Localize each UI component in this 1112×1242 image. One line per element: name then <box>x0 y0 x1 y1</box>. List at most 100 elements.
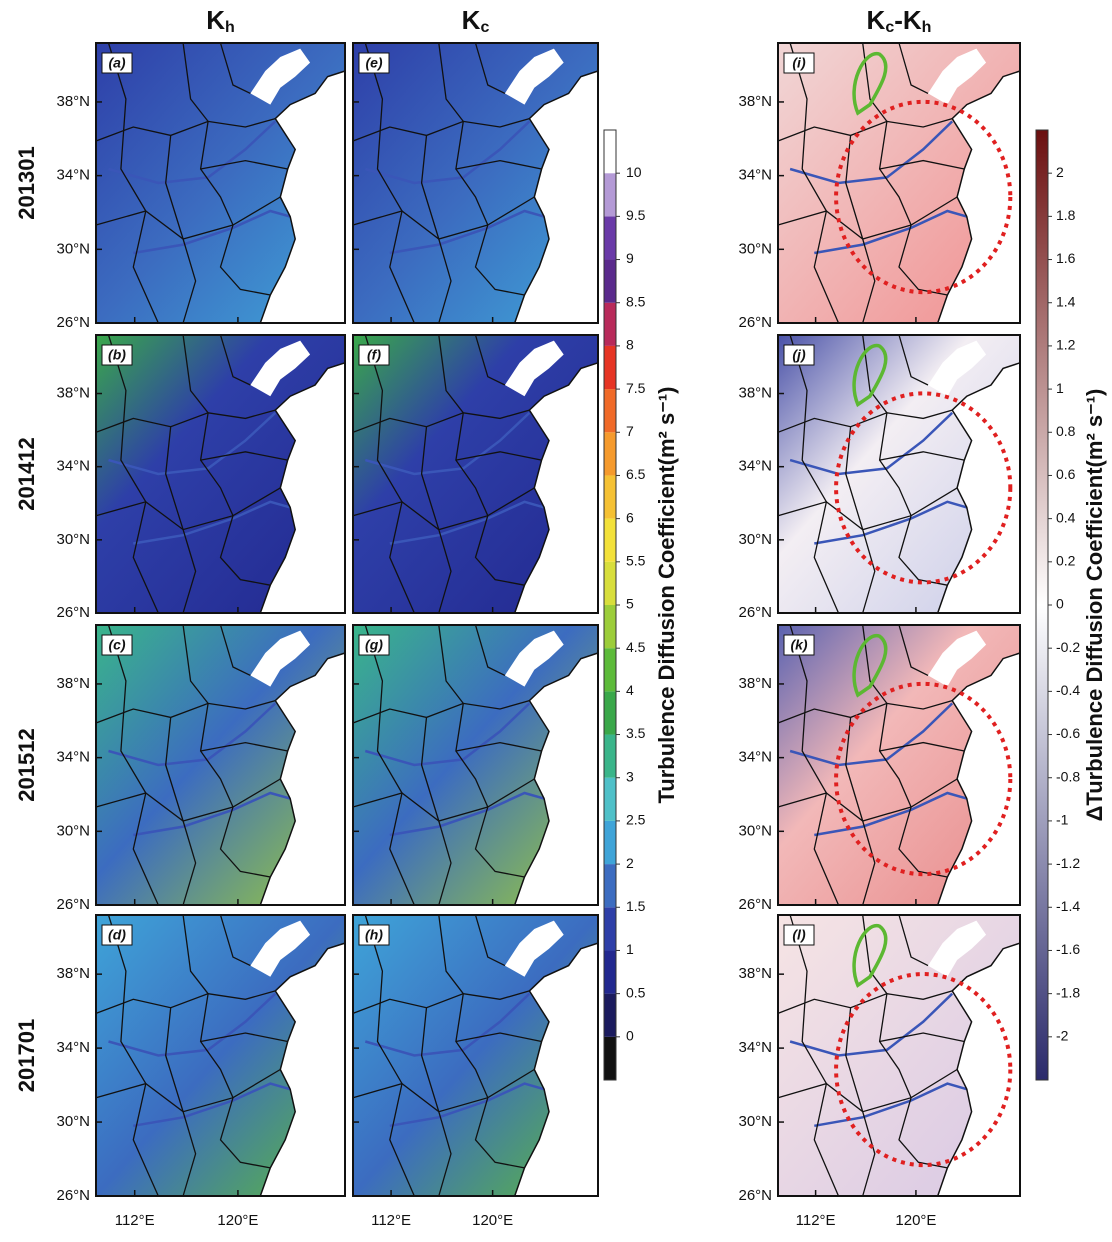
province-border <box>420 717 452 906</box>
province-border <box>777 409 953 433</box>
province-border <box>474 515 525 586</box>
lon-tick-label: 120°E <box>472 1212 513 1229</box>
lat-tick-label: 30°N <box>56 822 90 839</box>
province-border <box>898 515 948 586</box>
lat-tick-label: 26°N <box>738 896 772 913</box>
province-border <box>898 224 948 296</box>
region-circle <box>834 391 1013 585</box>
colorbar-tick-label: -1.8 <box>1056 984 1080 1000</box>
province-border <box>879 451 965 461</box>
lat-tick-label: 34°N <box>738 749 772 766</box>
panel-label: (a) <box>108 55 125 71</box>
lon-tick-label: 112°E <box>115 1212 155 1229</box>
lat-tick-label: 38°N <box>738 675 772 692</box>
province-border <box>219 515 271 586</box>
sea <box>937 943 1020 1196</box>
river <box>389 500 545 545</box>
colorbar-tick-label: 1.8 <box>1056 207 1076 223</box>
color-bin <box>604 648 616 692</box>
sea <box>504 920 564 977</box>
sea <box>260 362 345 613</box>
header-subscript: h <box>225 19 235 36</box>
column-header: Kh <box>206 5 235 36</box>
province-border <box>200 1032 288 1043</box>
colorbar-tick-label: 5 <box>626 596 634 612</box>
province-border <box>182 624 234 808</box>
colorbar-tick-label: 1.5 <box>626 898 646 914</box>
province-border <box>898 806 948 878</box>
panel-label: (j) <box>792 347 806 363</box>
panel-label-box <box>358 52 390 74</box>
lat-tick-label: 38°N <box>738 965 772 982</box>
sea <box>250 630 311 687</box>
sea <box>250 340 311 397</box>
river <box>133 209 291 255</box>
province-border <box>474 914 506 967</box>
colorbar-label: ΔTurbulence Diffusion Coefficient(m² s⁻¹… <box>1082 389 1107 822</box>
province-border <box>777 990 953 1015</box>
colorbar-tick-label: 0 <box>626 1028 634 1044</box>
lat-tick-label: 34°N <box>56 458 90 475</box>
province-border <box>898 334 929 386</box>
river <box>108 702 277 767</box>
color-bin <box>604 518 616 562</box>
lat-tick-label: 38°N <box>56 384 90 401</box>
province-border <box>455 451 542 461</box>
river <box>814 500 968 545</box>
lat-tick-label: 38°N <box>738 384 772 401</box>
panel-label: (k) <box>790 637 807 653</box>
province-border <box>438 624 489 808</box>
province-border <box>474 806 525 878</box>
province-border <box>777 699 953 724</box>
colorbar-tick-label: 6 <box>626 509 634 525</box>
colorbar-tick-label: 1.4 <box>1056 293 1076 309</box>
color-bin <box>604 432 616 476</box>
province-border <box>845 717 876 906</box>
river <box>389 209 545 255</box>
province-border <box>862 914 912 1098</box>
color-bin <box>604 777 616 821</box>
province-border <box>200 741 288 752</box>
province-border <box>352 699 530 724</box>
region-contour <box>852 924 888 988</box>
province-border <box>898 914 929 967</box>
river <box>133 500 291 545</box>
sea <box>514 943 598 1196</box>
sea <box>514 653 598 905</box>
header-text: -K <box>894 5 922 35</box>
province-border <box>845 135 876 324</box>
colorbar-tick-label: 8.5 <box>626 293 646 309</box>
lat-tick-label: 30°N <box>738 1113 772 1130</box>
coastline <box>513 652 599 906</box>
province-border <box>420 1007 452 1197</box>
panel-frame <box>95 914 346 1197</box>
lat-tick-label: 30°N <box>56 240 90 257</box>
lat-tick-label: 38°N <box>56 93 90 110</box>
sea <box>928 48 987 105</box>
colorbar-tick-label: -0.4 <box>1056 682 1080 698</box>
lat-tick-label: 26°N <box>56 314 90 331</box>
color-bin <box>604 605 616 649</box>
lat-tick-label: 26°N <box>56 1187 90 1204</box>
panel-label: (d) <box>108 927 126 943</box>
colorbar-tick-label: 1.6 <box>1056 250 1076 266</box>
province-border <box>438 334 489 516</box>
lon-tick-label: 120°E <box>895 1212 936 1229</box>
province-border <box>165 717 197 906</box>
sea <box>250 920 311 977</box>
province-border <box>898 1097 948 1169</box>
lat-tick-label: 34°N <box>56 749 90 766</box>
colorbar-tick-label: 1.2 <box>1056 337 1076 353</box>
river <box>108 411 277 476</box>
province-border <box>219 42 251 94</box>
colorbar-tick-label: 0.4 <box>1056 509 1076 525</box>
river <box>133 1082 291 1128</box>
header-text: K <box>867 5 886 35</box>
colorbar-tick-label: 1 <box>1056 380 1064 396</box>
region-contour <box>852 51 888 116</box>
lat-tick-label: 34°N <box>738 458 772 475</box>
color-bin <box>604 216 616 260</box>
panel-label-box <box>783 924 815 946</box>
lat-tick-label: 30°N <box>56 531 90 548</box>
